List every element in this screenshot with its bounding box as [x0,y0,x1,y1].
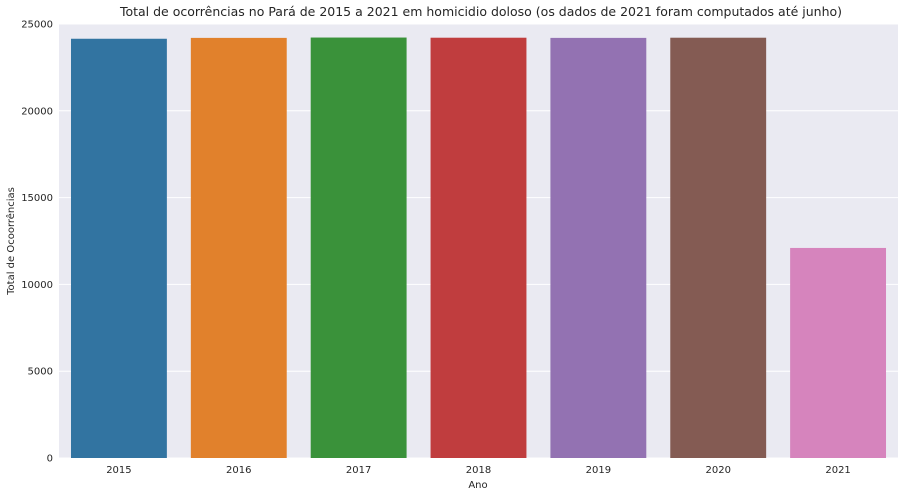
y-tick-label: 20000 [21,106,53,117]
y-tick-label: 0 [47,454,53,465]
y-axis-ticks: 0 5000 10000 15000 20000 25000 [21,20,53,465]
chart-title: Total de ocorrências no Pará de 2015 a 2… [119,4,842,19]
x-tick-label: 2020 [705,465,730,476]
x-tick-label: 2021 [825,465,850,476]
bar-2020 [670,37,767,458]
x-tick-label: 2016 [226,465,251,476]
bar-2021 [790,247,887,458]
bars [70,37,887,458]
x-tick-label: 2019 [586,465,611,476]
y-tick-label: 25000 [21,20,53,31]
bar-2019 [550,37,647,458]
x-tick-label: 2017 [346,465,371,476]
y-tick-label: 10000 [21,280,53,291]
x-tick-label: 2015 [106,465,131,476]
y-tick-label: 15000 [21,193,53,204]
x-axis-label: Ano [468,480,487,491]
bar-2015 [70,38,167,458]
bar-2016 [190,37,287,458]
y-tick-label: 5000 [28,367,53,378]
x-tick-label: 2018 [466,465,491,476]
x-axis-ticks: 2015 2016 2017 2018 2019 2020 2021 [106,465,851,476]
bar-2018 [430,37,527,458]
bar-2017 [310,37,407,458]
y-axis-label: Total de Ocoorrências [5,187,17,296]
